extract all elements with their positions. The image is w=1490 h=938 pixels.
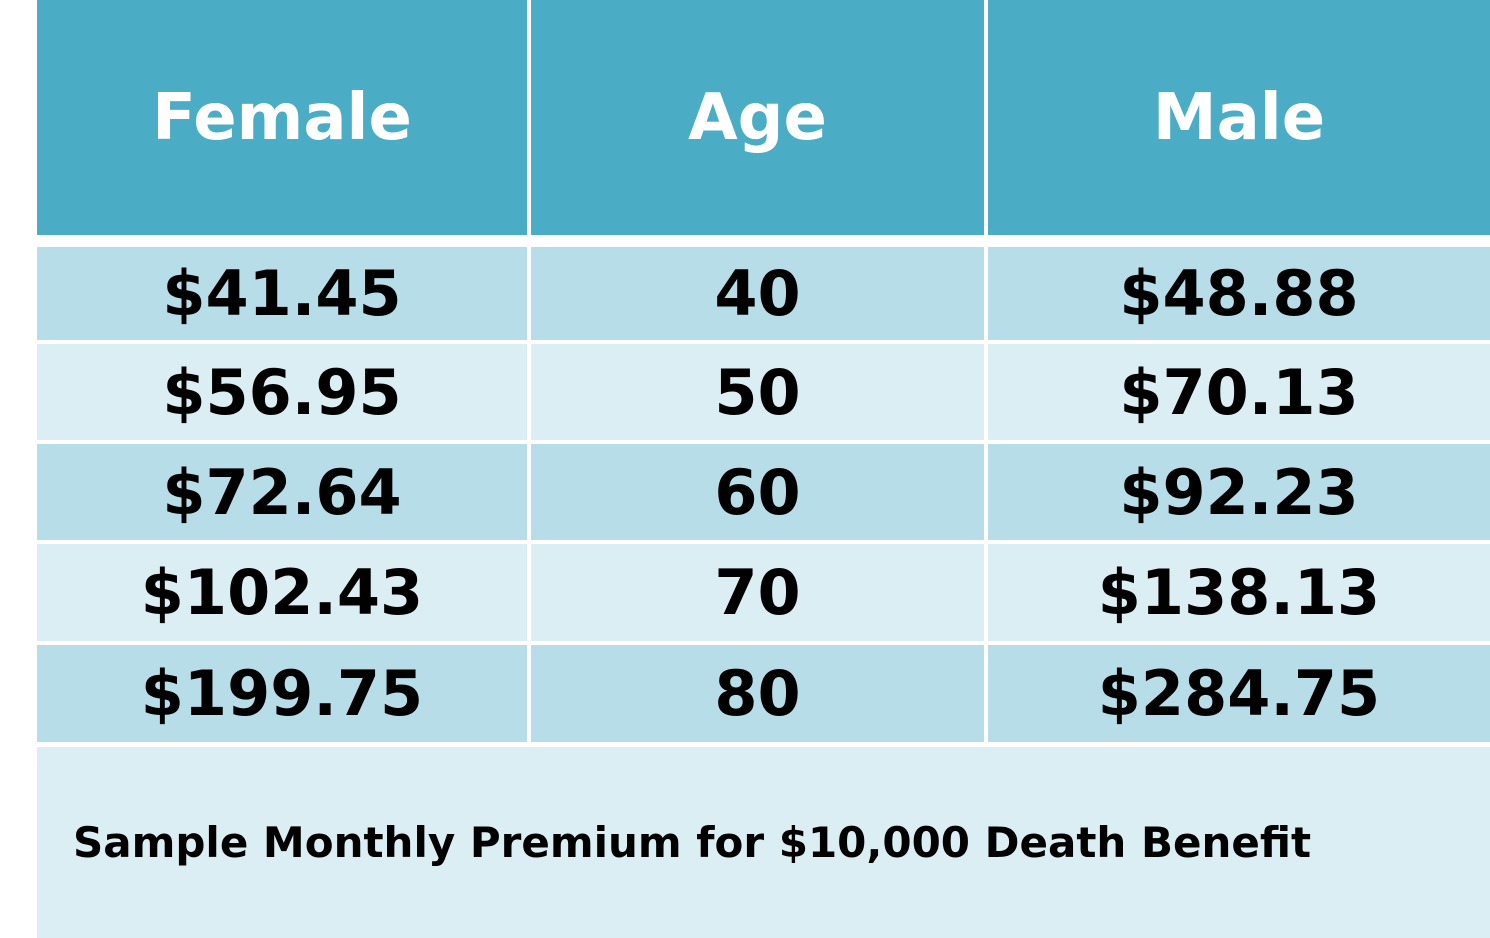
- table-cell-age: 80: [531, 645, 984, 742]
- header-male: Male: [988, 0, 1490, 235]
- table-cell-male: $92.23: [988, 444, 1490, 540]
- table-cell-age: 40: [531, 247, 984, 340]
- table-cell-male: $138.13: [988, 544, 1490, 641]
- table-cell-female: $56.95: [37, 344, 527, 440]
- footnote-text: Sample Monthly Premium for $10,000 Death…: [73, 818, 1312, 867]
- table-cell-male: $48.88: [988, 247, 1490, 340]
- table-cell-female: $199.75: [37, 645, 527, 742]
- header-female: Female: [37, 0, 527, 235]
- table-cell-female: $72.64: [37, 444, 527, 540]
- premium-table: Female Age Male $41.45 40 $48.88 $56.95 …: [37, 0, 1490, 938]
- table-cell-age: 50: [531, 344, 984, 440]
- table-cell-male: $70.13: [988, 344, 1490, 440]
- header-age: Age: [531, 0, 984, 235]
- table-cell-age: 70: [531, 544, 984, 641]
- table-cell-female: $102.43: [37, 544, 527, 641]
- table-cell-male: $284.75: [988, 645, 1490, 742]
- table-cell-age: 60: [531, 444, 984, 540]
- table-cell-female: $41.45: [37, 247, 527, 340]
- table-footnote-row: Sample Monthly Premium for $10,000 Death…: [37, 747, 1490, 938]
